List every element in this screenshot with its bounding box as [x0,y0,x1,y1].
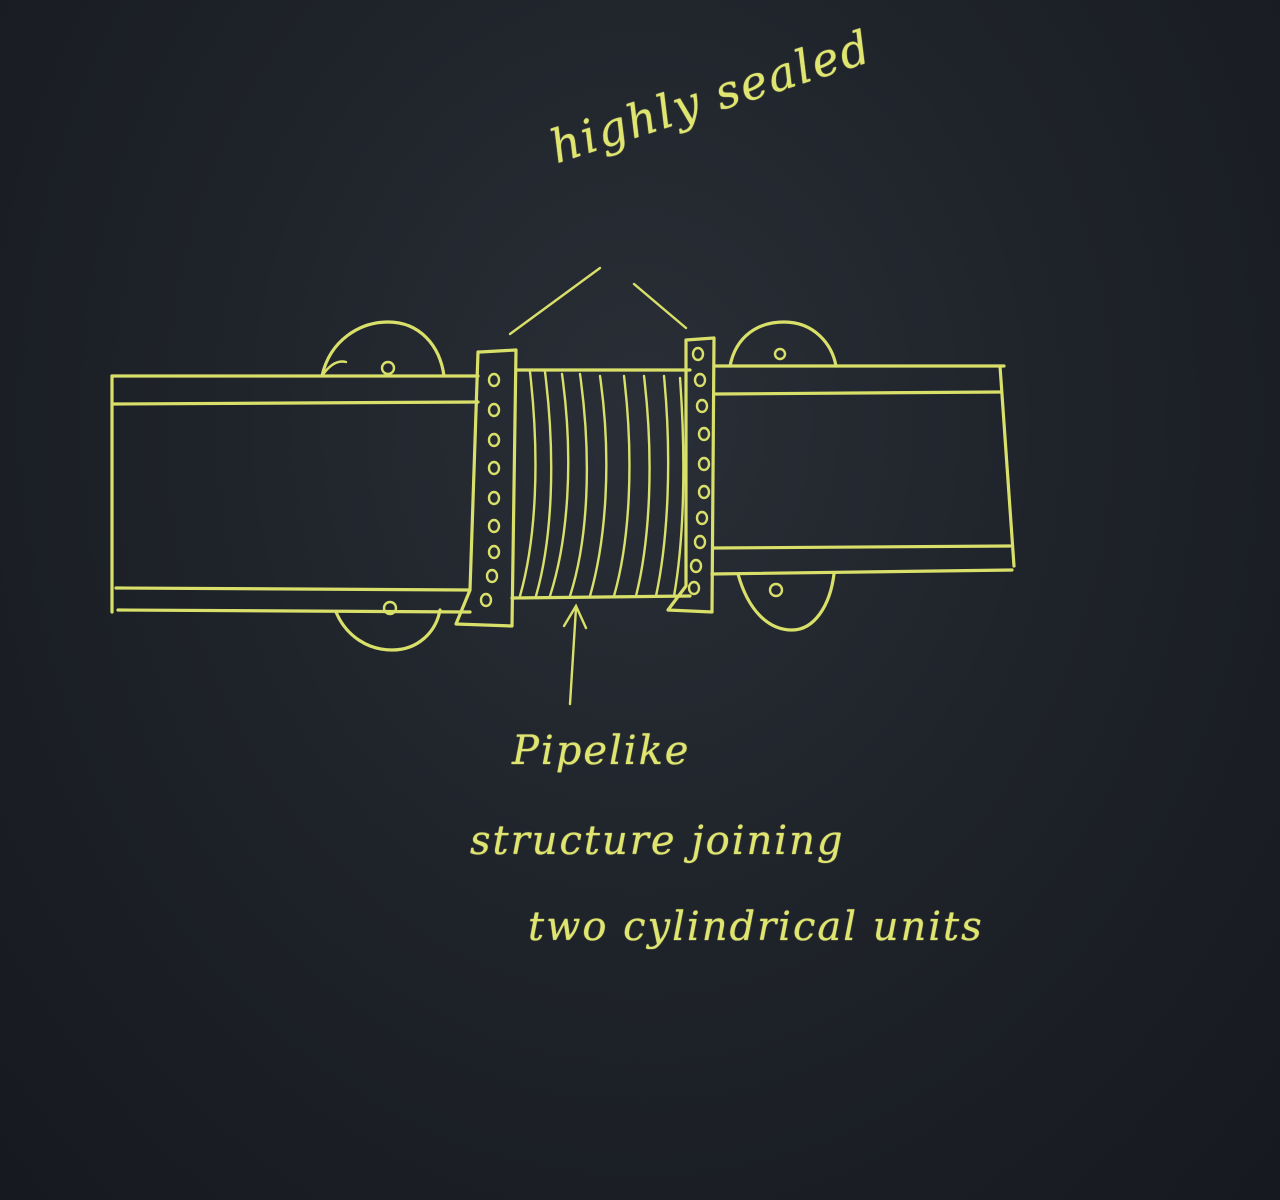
sealed-pointers [508,266,688,336]
bellows-arrow [562,603,588,706]
bolt-hole [487,402,501,418]
bolt-hole [479,592,493,608]
right-bottom-wheel [736,572,836,632]
bolt-hole [487,460,501,476]
bolt-holes [479,346,711,608]
bolt-hole [695,510,709,526]
bolt-hole [485,568,499,584]
left-flange [454,348,518,628]
bolt-hole [487,432,501,448]
bolt-hole [487,544,501,560]
bellows-pipe [510,368,692,600]
left-top-wheel [320,320,446,378]
bolt-hole [693,372,707,388]
left-cylinder [110,374,480,614]
bolt-hole [697,426,711,442]
right-top-wheel [728,320,838,368]
bolt-hole [691,346,705,362]
bolt-hole [687,580,701,596]
bolt-hole [487,490,501,506]
bolt-hole [693,534,707,550]
right-cylinder [710,364,1016,576]
bolt-hole [487,372,501,388]
left-bottom-wheel [334,600,442,652]
bolt-hole [697,484,711,500]
bolt-hole [697,456,711,472]
bolt-hole [689,558,703,574]
label-bottom-line1: Pipelike [512,728,691,774]
right-flange [666,336,716,614]
bolt-hole [695,398,709,414]
bolt-hole [487,518,501,534]
label-bottom-line2: structure joining [470,818,845,864]
label-bottom-line3: two cylindrical units [528,904,984,950]
